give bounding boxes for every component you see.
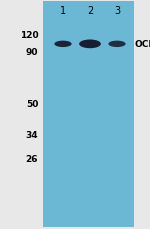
Text: 26: 26 <box>26 155 38 164</box>
Ellipse shape <box>108 41 126 48</box>
FancyBboxPatch shape <box>43 2 134 227</box>
Text: 3: 3 <box>114 6 120 16</box>
Text: 120: 120 <box>20 31 38 40</box>
Text: 2: 2 <box>87 6 93 16</box>
Ellipse shape <box>79 40 101 49</box>
Text: 1: 1 <box>60 6 66 16</box>
Text: 90: 90 <box>26 48 38 57</box>
Ellipse shape <box>54 41 72 48</box>
Text: OCRL: OCRL <box>134 40 150 49</box>
Text: 34: 34 <box>26 131 38 140</box>
Text: 50: 50 <box>26 100 38 109</box>
